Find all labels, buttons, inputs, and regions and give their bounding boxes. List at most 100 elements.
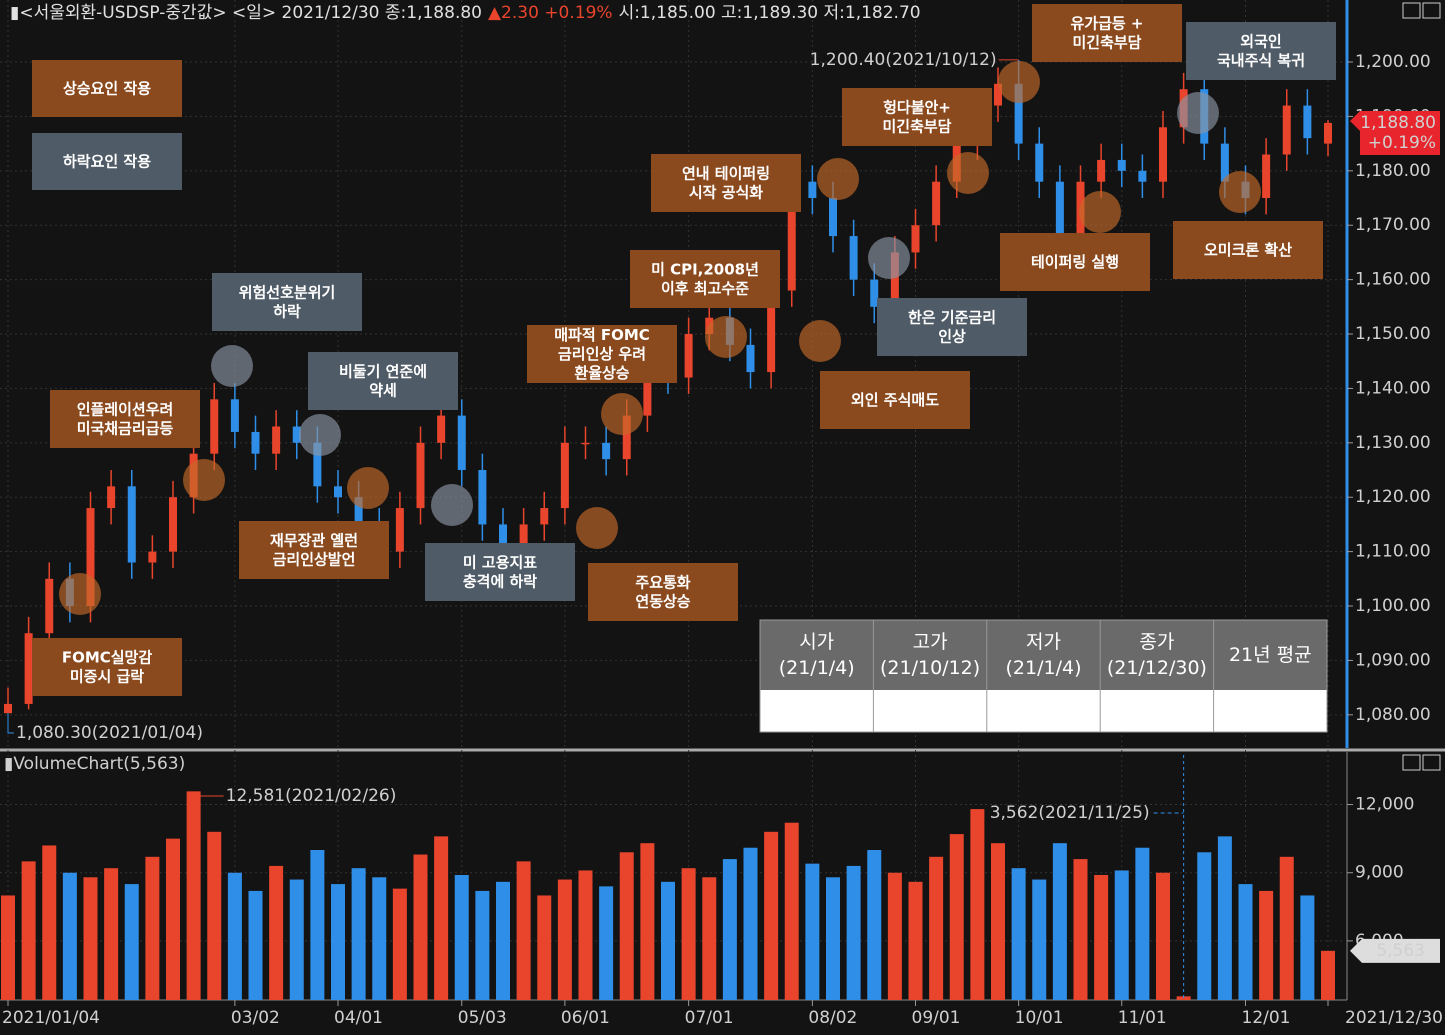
annotation-text: 유가급등 + 미긴축부담	[1071, 14, 1144, 51]
annotation	[527, 325, 677, 383]
candle-body	[808, 181, 817, 199]
volume-bar	[145, 856, 160, 1000]
candle-body	[230, 399, 239, 432]
volume-bar	[227, 872, 242, 1000]
legend-entry-text: 상승요인 작용	[63, 79, 151, 97]
candle-body	[1220, 143, 1229, 182]
candle-body	[107, 486, 116, 509]
volume-bar	[62, 872, 77, 1000]
table-header: 시가 (21/1/4)	[779, 631, 855, 679]
candle-body	[560, 442, 569, 509]
volume-bar	[186, 791, 201, 1000]
candle-body	[251, 431, 260, 454]
candle-body	[1117, 159, 1126, 171]
x-tick-label: 08/02	[808, 1008, 857, 1028]
volume-bar	[846, 865, 861, 1000]
table-cell: 1144.42	[1231, 701, 1310, 723]
volume-bar	[949, 834, 964, 1000]
annotation-text: 매파적 FOMC 금리인상 우려 환율상승	[554, 326, 650, 382]
annotation-line: 미국채금리급등	[77, 419, 174, 437]
annotation-line: 금리인상 우려	[558, 345, 646, 363]
table-header-line: 시가	[799, 631, 834, 653]
window-button[interactable]	[1422, 754, 1441, 771]
volume-bar	[21, 861, 36, 1000]
annotation-line: 테이퍼링 실행	[1031, 253, 1119, 271]
annotation-line: 인상	[938, 327, 966, 345]
volume-max-label: 12,581(2021/02/26)	[226, 786, 397, 806]
volume-bar	[784, 822, 799, 1000]
annotation-line: 미증시 급락	[70, 667, 144, 685]
volume-bar	[681, 868, 696, 1000]
annotation-text: 주요통화 연동상승	[635, 573, 690, 610]
annotation	[820, 371, 970, 429]
header-change: ▲2.30 +0.19%	[488, 3, 613, 23]
volume-bar	[516, 861, 531, 1000]
volume-bar	[248, 890, 263, 1000]
annotation-text: FOMC실망감 미증시 급락	[62, 648, 153, 685]
candle-body	[994, 83, 1002, 106]
volume-bar	[392, 888, 407, 1000]
annotation-line: 연동상승	[635, 592, 690, 610]
event-marker	[799, 320, 841, 362]
annotation-line: 미긴축부담	[882, 117, 951, 135]
event-marker	[347, 467, 389, 509]
volume-bar	[1052, 843, 1067, 1000]
event-marker	[1177, 92, 1219, 134]
candle-body	[1262, 154, 1271, 199]
max-label: 1,200.40(2021/10/12)	[810, 50, 997, 70]
volume-bar	[1011, 868, 1026, 1000]
annotation-line: 주요통화	[635, 573, 690, 591]
annotation	[1032, 4, 1182, 62]
candle-body	[86, 508, 95, 607]
volume-bar	[83, 877, 98, 1000]
candle-body	[1138, 170, 1147, 182]
table-header-bg	[760, 620, 1327, 690]
window-button[interactable]	[1402, 754, 1421, 771]
annotation-line: 재무장관 옐런	[270, 531, 358, 549]
candle-body	[540, 508, 549, 525]
annotation-line: 위험선호분위기	[239, 283, 336, 301]
volume-bar	[104, 868, 119, 1000]
candle-body	[829, 198, 837, 237]
table-header-line: 21년 평균	[1229, 644, 1312, 666]
annotation-line: 한은 기준금리	[908, 308, 996, 326]
table-header-line: (21/1/4)	[1006, 657, 1082, 679]
annotation	[1000, 233, 1150, 291]
volume-bar	[1114, 870, 1129, 1000]
window-button[interactable]	[1422, 2, 1441, 19]
candle-body	[602, 442, 611, 460]
volume-bar	[578, 870, 593, 1000]
volume-bar	[1094, 875, 1109, 1000]
annotation-line: 연내 테이퍼링	[682, 164, 770, 182]
volume-bar	[970, 809, 985, 1000]
annotation	[842, 88, 992, 146]
volume-bar	[372, 877, 387, 1000]
annotation-line: FOMC실망감	[62, 648, 153, 666]
table-header-line: 종가	[1139, 631, 1174, 653]
volume-bar	[599, 886, 614, 1000]
table-body-bg	[760, 690, 1327, 732]
volume-bar	[124, 884, 139, 1000]
volume-bar	[1135, 847, 1150, 1000]
table-header: 종가 (21/12/30)	[1107, 631, 1207, 679]
candle-body	[622, 415, 631, 460]
candle-body	[890, 252, 899, 307]
volume-bar	[207, 831, 222, 1000]
volume-bar	[42, 845, 57, 1000]
last-volume-box	[1350, 938, 1440, 963]
annotation-line: 약세	[369, 381, 397, 399]
volume-bar	[826, 877, 840, 1000]
window-button[interactable]	[1402, 2, 1421, 19]
table-cell: 1188.880	[1112, 701, 1203, 723]
candle-body	[210, 399, 219, 454]
candle-body	[1055, 181, 1064, 237]
annotation-text: 미 고용지표 충격에 하락	[463, 553, 537, 590]
annotation-line: 미 고용지표	[463, 553, 537, 571]
y-tick-label: 1,090.00	[1355, 650, 1431, 670]
candle-body	[1159, 127, 1167, 182]
volume-bar	[887, 872, 902, 1000]
y-tick-label: 1,200.00	[1355, 52, 1431, 72]
annotation	[1173, 221, 1323, 279]
annotation-line: 인플레이션우려	[77, 400, 174, 418]
